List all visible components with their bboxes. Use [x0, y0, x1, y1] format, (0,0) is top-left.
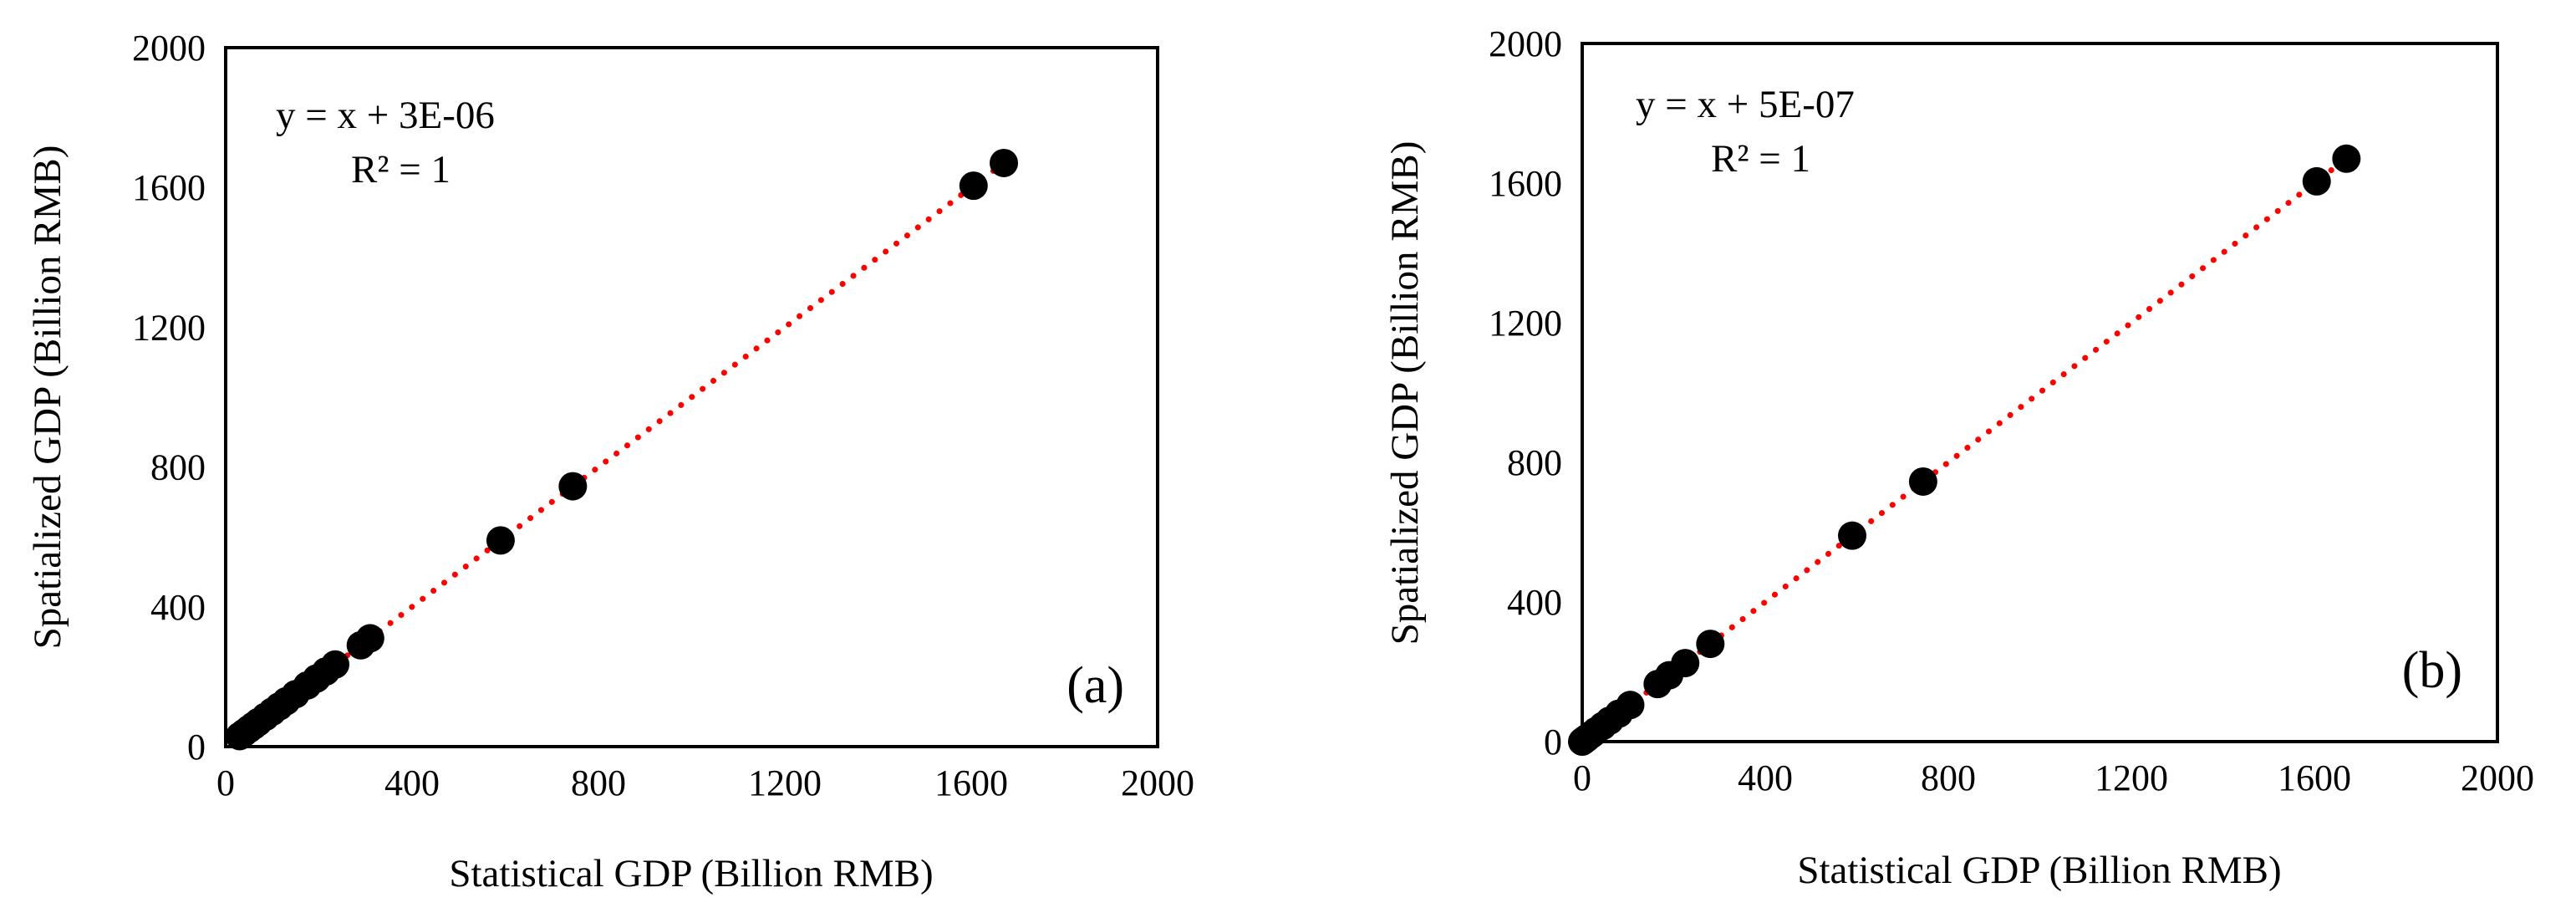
y-tick-label: 0: [187, 727, 206, 768]
data-point: [1616, 691, 1645, 720]
trendline: [1579, 152, 2355, 745]
x-tick-label: 1200: [2095, 757, 2168, 798]
x-axis-title: Statistical GDP (Billion RMB): [1797, 849, 2281, 892]
x-tick-label: 400: [384, 763, 440, 803]
tick-labels-layer: 0 400 800 1200 1600 2000 0 400 800 1200 1600 2000: [1489, 23, 2534, 798]
x-tick-label: 2000: [2461, 757, 2534, 798]
data-point: [1671, 649, 1700, 678]
chart-panel-a: y = x + 3E-06 R² = 1 0 400 800 1200 1600 2000…: [26, 28, 1194, 895]
data-points-layer: [1568, 144, 2361, 756]
plot-area-frame: [224, 46, 1159, 748]
y-axis-title: Spatialized GDP (Billion RMB): [26, 145, 69, 650]
tick-labels-layer: 0 400 800 1200 1600 2000 0 400 800 1200 1600 2000: [132, 28, 1194, 803]
r-squared-label: R² = 1: [351, 148, 451, 191]
y-tick-label: 2000: [1489, 23, 1562, 64]
data-point: [486, 526, 515, 555]
y-tick-label: 1600: [1489, 163, 1562, 204]
data-point: [558, 472, 588, 501]
scatter-chart-a: y = x + 3E-06 R² = 1 0 400 800 1200 1600 2000…: [26, 28, 1194, 895]
data-point: [1838, 521, 1867, 550]
trendline-layer: [1579, 152, 2355, 745]
x-tick-label: 800: [1921, 757, 1976, 798]
y-tick-label: 400: [1507, 582, 1562, 623]
data-point: [2302, 166, 2331, 196]
y-tick-label: 0: [1544, 722, 1562, 763]
r-squared-label: R² = 1: [1711, 137, 1810, 181]
y-axis-title: Spatialized GDP (Billion RMB): [1383, 141, 1427, 645]
data-point: [1696, 630, 1725, 659]
y-tick-label: 1200: [1489, 303, 1562, 344]
y-tick-label: 800: [150, 447, 206, 488]
y-tick-label: 800: [1507, 442, 1562, 483]
data-point: [321, 650, 350, 679]
chart-panel-b: y = x + 5E-07 R² = 1 0 400 800 1200 1600 2000…: [1288, 0, 2576, 913]
data-point: [959, 171, 988, 201]
x-tick-label: 1200: [748, 763, 822, 803]
panel-label: (a): [1067, 657, 1124, 714]
y-tick-label: 400: [150, 587, 206, 628]
x-tick-label: 0: [216, 763, 235, 803]
x-tick-label: 0: [1573, 757, 1591, 798]
y-tick-label: 1200: [132, 307, 206, 348]
data-points-layer: [225, 148, 1019, 751]
scatter-chart-b: y = x + 5E-07 R² = 1 0 400 800 1200 1600 2000…: [1383, 23, 2534, 892]
trendline-equation: y = x + 5E-07: [1636, 83, 1855, 126]
panel-label: (b): [2402, 642, 2462, 699]
y-tick-label: 2000: [132, 28, 206, 69]
x-tick-label: 1600: [934, 763, 1008, 803]
y-tick-label: 1600: [132, 167, 206, 208]
x-tick-label: 400: [1738, 757, 1793, 798]
data-point: [2332, 144, 2361, 173]
trendline-equation: y = x + 3E-06: [276, 94, 495, 137]
plot-area-frame: [1581, 42, 2499, 743]
data-point: [355, 624, 384, 653]
x-tick-label: 2000: [1121, 763, 1194, 803]
x-axis-title: Statistical GDP (Billion RMB): [449, 852, 933, 895]
x-tick-label: 800: [571, 763, 626, 803]
x-tick-label: 1600: [2278, 757, 2351, 798]
data-point: [1908, 467, 1937, 496]
data-point: [990, 148, 1019, 177]
